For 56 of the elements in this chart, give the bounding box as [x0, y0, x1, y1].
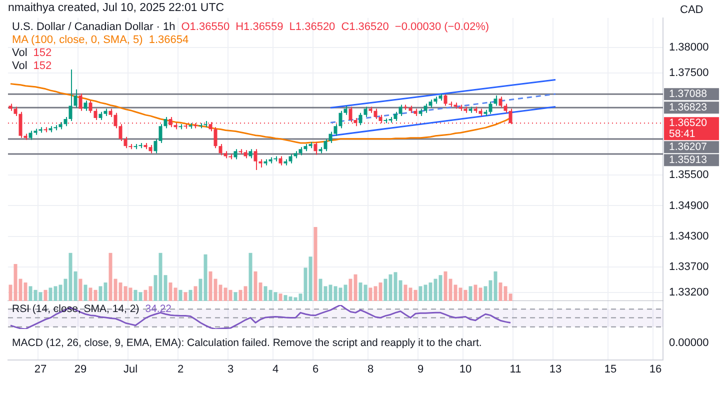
- bar: [78, 278, 82, 301]
- y-tick-label: 1.33700: [669, 260, 709, 273]
- ref-line-label: 1.37088: [669, 88, 708, 100]
- x-tick-label: 2: [177, 363, 184, 376]
- bar: [468, 286, 472, 301]
- annotation: C1.36520: [341, 21, 389, 33]
- bar: [194, 286, 198, 301]
- x-tick-label: 3: [227, 363, 234, 376]
- bar: [184, 292, 188, 301]
- annotation: H1.36559: [236, 21, 284, 33]
- x-tick-label: 11: [510, 363, 522, 376]
- bar: [234, 292, 238, 301]
- x-tick-label: Jul: [123, 363, 138, 376]
- x-tick-label: 29: [74, 363, 87, 376]
- annotation: 152: [33, 60, 52, 72]
- annotation: 1.36654: [148, 34, 189, 46]
- ref-line-label: 1.36823: [669, 102, 708, 114]
- x-tick-label: 15: [604, 363, 617, 376]
- ref-line-label: 1.35913: [669, 154, 708, 166]
- x-tick-label: 27: [34, 363, 47, 376]
- chart-title: U.S. Dollar / Canadian Dollar · 1h: [12, 21, 176, 33]
- ref-line-label: 1.36207: [669, 140, 708, 153]
- text: MA (100, close, 0, SMA, 5): [12, 34, 143, 46]
- y-tick-label: 1.33200: [669, 286, 709, 298]
- bar: [44, 290, 48, 301]
- y-tick-label: 1.35500: [669, 169, 709, 182]
- x-tick-label: 6: [312, 363, 319, 376]
- annotation: O1.36550: [181, 21, 230, 33]
- y-tick-label: 1.34900: [669, 200, 709, 212]
- text: CAD: [680, 4, 704, 16]
- x-tick-label: 8: [367, 363, 374, 376]
- text: 0.00000: [669, 337, 709, 349]
- annotation: Vol: [12, 60, 28, 72]
- x-tick-label: 9: [417, 363, 424, 376]
- annotation: 34.22: [145, 303, 172, 315]
- bar: [188, 290, 192, 301]
- chart-title: Vol: [12, 47, 28, 59]
- annotation: 152: [33, 47, 52, 59]
- annotation: L1.36520: [289, 21, 336, 33]
- x-tick-label: 4: [272, 363, 279, 376]
- text: nmaithya created, Jul 10, 2025 22:01 UTC: [8, 2, 224, 14]
- annotation: −0.00030 (−0.02%): [394, 21, 490, 33]
- bar: [178, 290, 182, 301]
- x-tick-label: 10: [459, 363, 472, 376]
- bar: [84, 284, 88, 301]
- y-tick-label: 1.37500: [669, 67, 709, 80]
- ref-line-label: 1.36520: [669, 116, 708, 129]
- y-tick-label: 1.38000: [669, 42, 709, 54]
- x-tick-label: 13: [549, 363, 562, 376]
- bar: [248, 252, 252, 301]
- bar: [278, 294, 282, 301]
- text: MACD (12, 26, close, 9, EMA, EMA): Calculation failed. Remove the script and reapply it to the chart.: [12, 337, 482, 349]
- y-tick-label: 1.34300: [669, 230, 709, 242]
- bar: [314, 227, 318, 301]
- x-tick-label: 16: [649, 363, 662, 376]
- text: 58:41: [669, 128, 696, 140]
